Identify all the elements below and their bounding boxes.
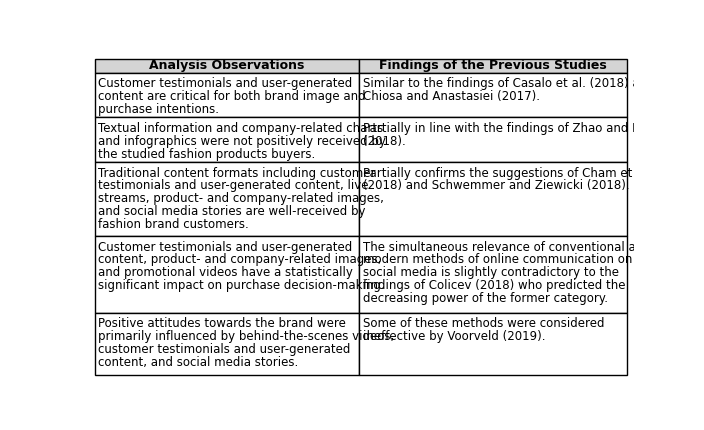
Text: and infographics were not positively received by: and infographics were not positively rec… <box>99 135 386 148</box>
Text: Textual information and company-related charts: Textual information and company-related … <box>99 122 384 135</box>
Text: Positive attitudes towards the brand were: Positive attitudes towards the brand wer… <box>99 317 346 330</box>
Text: The simultaneous relevance of conventional and: The simultaneous relevance of convention… <box>363 240 651 254</box>
Text: fashion brand customers.: fashion brand customers. <box>99 218 249 231</box>
Text: Customer testimonials and user-generated: Customer testimonials and user-generated <box>99 77 353 90</box>
Bar <box>359 117 627 162</box>
Text: (2018).: (2018). <box>363 135 406 148</box>
Text: Some of these methods were considered: Some of these methods were considered <box>363 317 605 330</box>
Text: primarily influenced by behind-the-scenes videos,: primarily influenced by behind-the-scene… <box>99 330 395 343</box>
Text: and social media stories are well-received by: and social media stories are well-receiv… <box>99 205 366 218</box>
Text: modern methods of online communication on: modern methods of online communication o… <box>363 253 632 267</box>
Text: testimonials and user-generated content, live: testimonials and user-generated content,… <box>99 179 369 193</box>
Bar <box>359 73 627 117</box>
Bar <box>359 313 627 375</box>
Text: Partially in line with the findings of Zhao and Min: Partially in line with the findings of Z… <box>363 122 653 135</box>
Text: Similar to the findings of Casalo et al. (2018) and: Similar to the findings of Casalo et al.… <box>363 77 655 90</box>
Text: streams, product- and company-related images,: streams, product- and company-related im… <box>99 192 384 205</box>
Text: Partially confirms the suggestions of Cham et al.: Partially confirms the suggestions of Ch… <box>363 167 650 180</box>
Text: Analysis Observations: Analysis Observations <box>149 59 305 72</box>
Text: content, product- and company-related images,: content, product- and company-related im… <box>99 253 382 267</box>
Bar <box>359 59 627 73</box>
Text: and promotional videos have a statistically: and promotional videos have a statistica… <box>99 266 353 279</box>
Bar <box>94 162 359 236</box>
Text: Findings of the Previous Studies: Findings of the Previous Studies <box>379 59 607 72</box>
Text: Chiosa and Anastasiei (2017).: Chiosa and Anastasiei (2017). <box>363 90 540 103</box>
Bar <box>94 59 359 73</box>
Text: findings of Colicev (2018) who predicted the: findings of Colicev (2018) who predicted… <box>363 279 626 292</box>
Text: ineffective by Voorveld (2019).: ineffective by Voorveld (2019). <box>363 330 546 343</box>
Text: (2018) and Schwemmer and Ziewicki (2018).: (2018) and Schwemmer and Ziewicki (2018)… <box>363 179 630 193</box>
Text: purchase intentions.: purchase intentions. <box>99 103 220 116</box>
Text: Traditional content formats including customer: Traditional content formats including cu… <box>99 167 376 180</box>
Text: content, and social media stories.: content, and social media stories. <box>99 356 298 369</box>
Text: the studied fashion products buyers.: the studied fashion products buyers. <box>99 147 315 161</box>
Text: decreasing power of the former category.: decreasing power of the former category. <box>363 292 608 305</box>
Text: customer testimonials and user-generated: customer testimonials and user-generated <box>99 343 351 356</box>
Text: Customer testimonials and user-generated: Customer testimonials and user-generated <box>99 240 353 254</box>
Bar <box>359 162 627 236</box>
Bar <box>94 236 359 313</box>
Bar <box>94 313 359 375</box>
Text: significant impact on purchase decision-making.: significant impact on purchase decision-… <box>99 279 385 292</box>
Text: social media is slightly contradictory to the: social media is slightly contradictory t… <box>363 266 619 279</box>
Bar <box>94 73 359 117</box>
Bar <box>359 236 627 313</box>
Text: content are critical for both brand image and: content are critical for both brand imag… <box>99 90 366 103</box>
Bar <box>94 117 359 162</box>
